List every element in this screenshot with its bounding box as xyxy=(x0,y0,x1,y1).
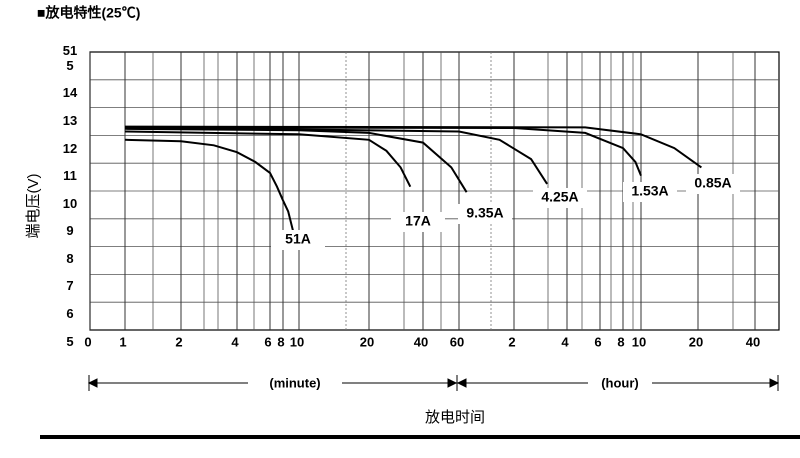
x-tick-label: 40 xyxy=(746,334,760,349)
chart-title: ■放电特性(25℃) xyxy=(37,5,140,21)
x-tick-label: 40 xyxy=(414,334,428,349)
segment-label: (hour) xyxy=(601,375,639,390)
x-tick-label: 4 xyxy=(561,334,569,349)
series-label: 4.25A xyxy=(541,189,578,205)
x-tick-label: 20 xyxy=(360,334,374,349)
discharge-curve xyxy=(124,125,702,169)
x-tick-label: 10 xyxy=(290,334,304,349)
y-tick-label: 6 xyxy=(66,305,74,321)
y-tick-label: 5 xyxy=(66,333,74,349)
discharge-curve xyxy=(124,126,548,185)
x-tick-label: 20 xyxy=(689,334,703,349)
x-tick-label: 6 xyxy=(594,334,601,349)
y-tick-label: 51 5 xyxy=(62,42,78,73)
x-tick-label: 0 xyxy=(84,334,91,349)
series-label: 51A xyxy=(285,231,311,247)
label-bg xyxy=(458,204,512,224)
label-bg xyxy=(623,182,677,202)
y-tick-label: 10 xyxy=(62,195,78,211)
series-label: 0.85A xyxy=(694,175,731,191)
x-tick-label: 10 xyxy=(632,334,646,349)
y-axis-label: 端电压(V) xyxy=(25,173,42,238)
label-bg xyxy=(588,374,652,392)
time-arrows xyxy=(87,375,780,391)
x-tick-label: 2 xyxy=(175,334,182,349)
label-bg xyxy=(248,374,342,392)
label-bg xyxy=(533,188,587,208)
label-bg xyxy=(391,212,445,232)
segment-label: (minute) xyxy=(269,375,320,390)
x-tick-label: 4 xyxy=(231,334,239,349)
x-tick-label: 8 xyxy=(617,334,624,349)
y-tick-label: 13 xyxy=(62,113,78,129)
label-bg xyxy=(686,174,740,194)
x-tick-label: 1 xyxy=(119,334,126,349)
x-tick-label: 8 xyxy=(277,334,284,349)
series-label: 17A xyxy=(405,213,431,229)
x-tick-label: 60 xyxy=(450,334,464,349)
y-tick-label: 12 xyxy=(62,140,78,156)
discharge-curve xyxy=(124,138,294,232)
x-tick-label: 2 xyxy=(508,334,515,349)
series-label: 1.53A xyxy=(631,183,668,199)
x-tick-label: 6 xyxy=(264,334,271,349)
x-axis-label: 放电时间 xyxy=(425,409,485,426)
y-tick-label: 8 xyxy=(66,250,74,266)
discharge-curve xyxy=(124,127,468,193)
y-tick-label: 11 xyxy=(63,168,77,184)
discharge-curve xyxy=(124,130,412,188)
y-tick-label: 9 xyxy=(66,223,74,239)
y-tick-label: 7 xyxy=(66,278,74,294)
y-tick-label: 14 xyxy=(62,85,78,101)
label-bg xyxy=(271,230,325,250)
series-label: 9.35A xyxy=(466,205,503,221)
